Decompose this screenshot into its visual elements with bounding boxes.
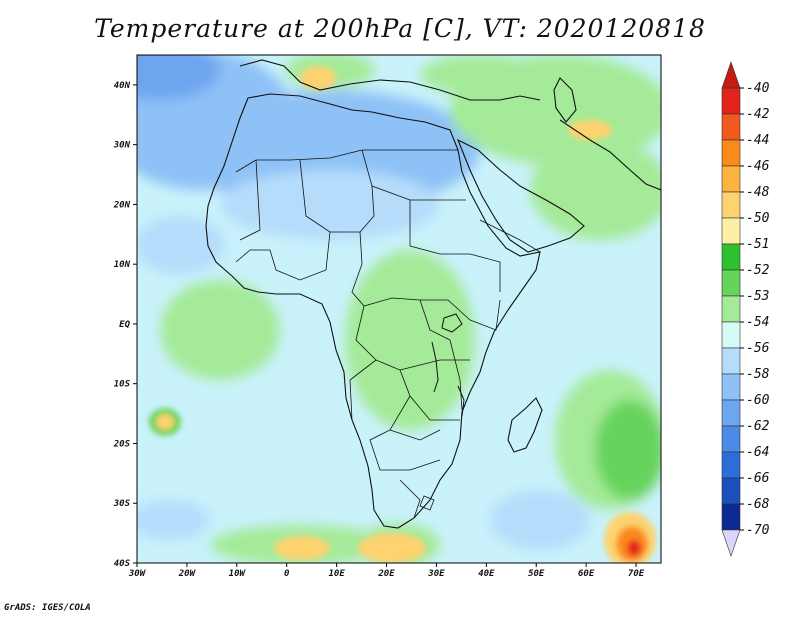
lakes xyxy=(431,313,465,417)
temperature-hotspot xyxy=(627,540,641,556)
colorbar-label: -48 xyxy=(746,185,770,200)
temperature-region xyxy=(490,490,590,550)
colorbar-swatch xyxy=(721,139,741,167)
temperature-region xyxy=(420,55,540,95)
colorbar-swatch xyxy=(721,399,741,427)
lat-tick-label: 30N xyxy=(113,141,131,151)
lake-victoria xyxy=(441,313,463,333)
lake-malawi xyxy=(457,385,465,417)
lon-tick-label: 20W xyxy=(178,569,197,579)
lon-tick-label: 10W xyxy=(229,569,247,579)
lat-tick-label: 40S xyxy=(114,559,131,569)
lon-tick-label: 0 xyxy=(284,569,290,579)
colorbar-label: -64 xyxy=(746,445,769,460)
colorbar-label: -60 xyxy=(746,393,770,408)
colorbar-swatch xyxy=(721,373,741,401)
country-borders xyxy=(235,149,541,519)
latitude-axis: 40N 30N 20N 10N EQ 10S 20S 30S 40S xyxy=(113,81,137,569)
colorbar-swatch xyxy=(721,191,741,219)
colorbar-swatch xyxy=(721,113,741,141)
colorbar-label: -40 xyxy=(746,81,770,96)
colorbar-label: -70 xyxy=(746,523,770,538)
grads-credit: GrADS: IGES/COLA xyxy=(4,603,91,613)
colorbar-swatch xyxy=(721,425,741,453)
caspian-coastline xyxy=(553,77,577,123)
colorbar-bottom-cap xyxy=(721,529,741,557)
colorbar-label: -52 xyxy=(746,263,770,278)
temperature-hotspot xyxy=(568,120,612,140)
temperature-region xyxy=(160,280,280,380)
lon-tick-label: 30E xyxy=(427,569,445,579)
lat-tick-label: 20N xyxy=(113,200,131,210)
lat-tick-label: 10N xyxy=(114,260,131,270)
lon-tick-label: 10E xyxy=(328,569,345,579)
colorbar-label: -42 xyxy=(746,107,770,122)
colorbar-swatch xyxy=(721,347,741,375)
temperature-hotspot xyxy=(358,533,426,563)
arabia-coastline xyxy=(456,138,585,253)
temperature-region xyxy=(137,215,225,275)
colorbar-swatch xyxy=(721,269,741,297)
colorbar-swatch xyxy=(721,87,741,115)
temperature-region xyxy=(595,400,661,500)
temperature-region xyxy=(530,140,661,240)
colorbar-label: -56 xyxy=(746,341,770,356)
colorbar: -40 -42 -44 -46 -48 -50 -51 -52 -53 -54 -56 -58 -60 -… xyxy=(721,61,770,557)
colorbar-label: -58 xyxy=(746,367,770,382)
colorbar-swatch xyxy=(721,217,741,245)
lon-tick-label: 30W xyxy=(128,569,147,579)
temperature-region xyxy=(137,55,220,100)
colorbar-top-cap xyxy=(721,61,741,89)
temperature-hotspot xyxy=(274,536,330,560)
colorbar-label: -66 xyxy=(746,471,770,486)
lat-tick-label: 30S xyxy=(113,499,131,509)
lon-tick-label: 70E xyxy=(628,569,645,579)
temperature-hotspot xyxy=(300,66,336,90)
temperature-region xyxy=(137,500,210,540)
colorbar-swatch xyxy=(721,503,741,531)
asia-coastline xyxy=(559,119,661,191)
colorbar-label: -44 xyxy=(746,133,769,148)
colorbar-swatch xyxy=(721,165,741,193)
colorbar-label: -51 xyxy=(746,237,769,252)
temperature-region xyxy=(220,170,440,240)
madagascar-coastline xyxy=(507,397,543,453)
map-title: Temperature at 200hPa [C], VT: 202012081… xyxy=(94,14,706,43)
colorbar-label: -50 xyxy=(746,211,770,226)
colorbar-label: -68 xyxy=(746,497,770,512)
temperature-region xyxy=(345,250,475,430)
colorbar-swatch xyxy=(721,451,741,479)
longitude-axis: 30W 20W 10W 0 10E 20E 30E 40E 50E 60E 70E xyxy=(128,563,645,579)
colorbar-label: -46 xyxy=(746,159,770,174)
lat-tick-label: 40N xyxy=(114,81,131,91)
colorbar-label: -62 xyxy=(746,419,770,434)
colorbar-label: -53 xyxy=(746,289,769,304)
lat-tick-label: 10S xyxy=(114,380,131,390)
lon-tick-label: 40E xyxy=(478,569,495,579)
colorbar-label: -54 xyxy=(746,315,769,330)
lat-tick-label: EQ xyxy=(119,320,130,330)
colorbar-swatch xyxy=(721,321,741,349)
temperature-field xyxy=(137,55,661,563)
europe-coastline xyxy=(239,59,541,101)
lon-tick-label: 20E xyxy=(377,569,395,579)
map-frame xyxy=(136,54,662,564)
colorbar-swatch xyxy=(721,243,741,271)
lat-tick-label: 20S xyxy=(113,439,131,449)
lon-tick-label: 50E xyxy=(528,569,545,579)
lake-tanganyika xyxy=(431,341,439,393)
lon-tick-label: 60E xyxy=(578,569,595,579)
colorbar-swatch xyxy=(721,295,741,323)
temperature-hotspot xyxy=(156,414,174,430)
colorbar-swatch xyxy=(721,477,741,505)
